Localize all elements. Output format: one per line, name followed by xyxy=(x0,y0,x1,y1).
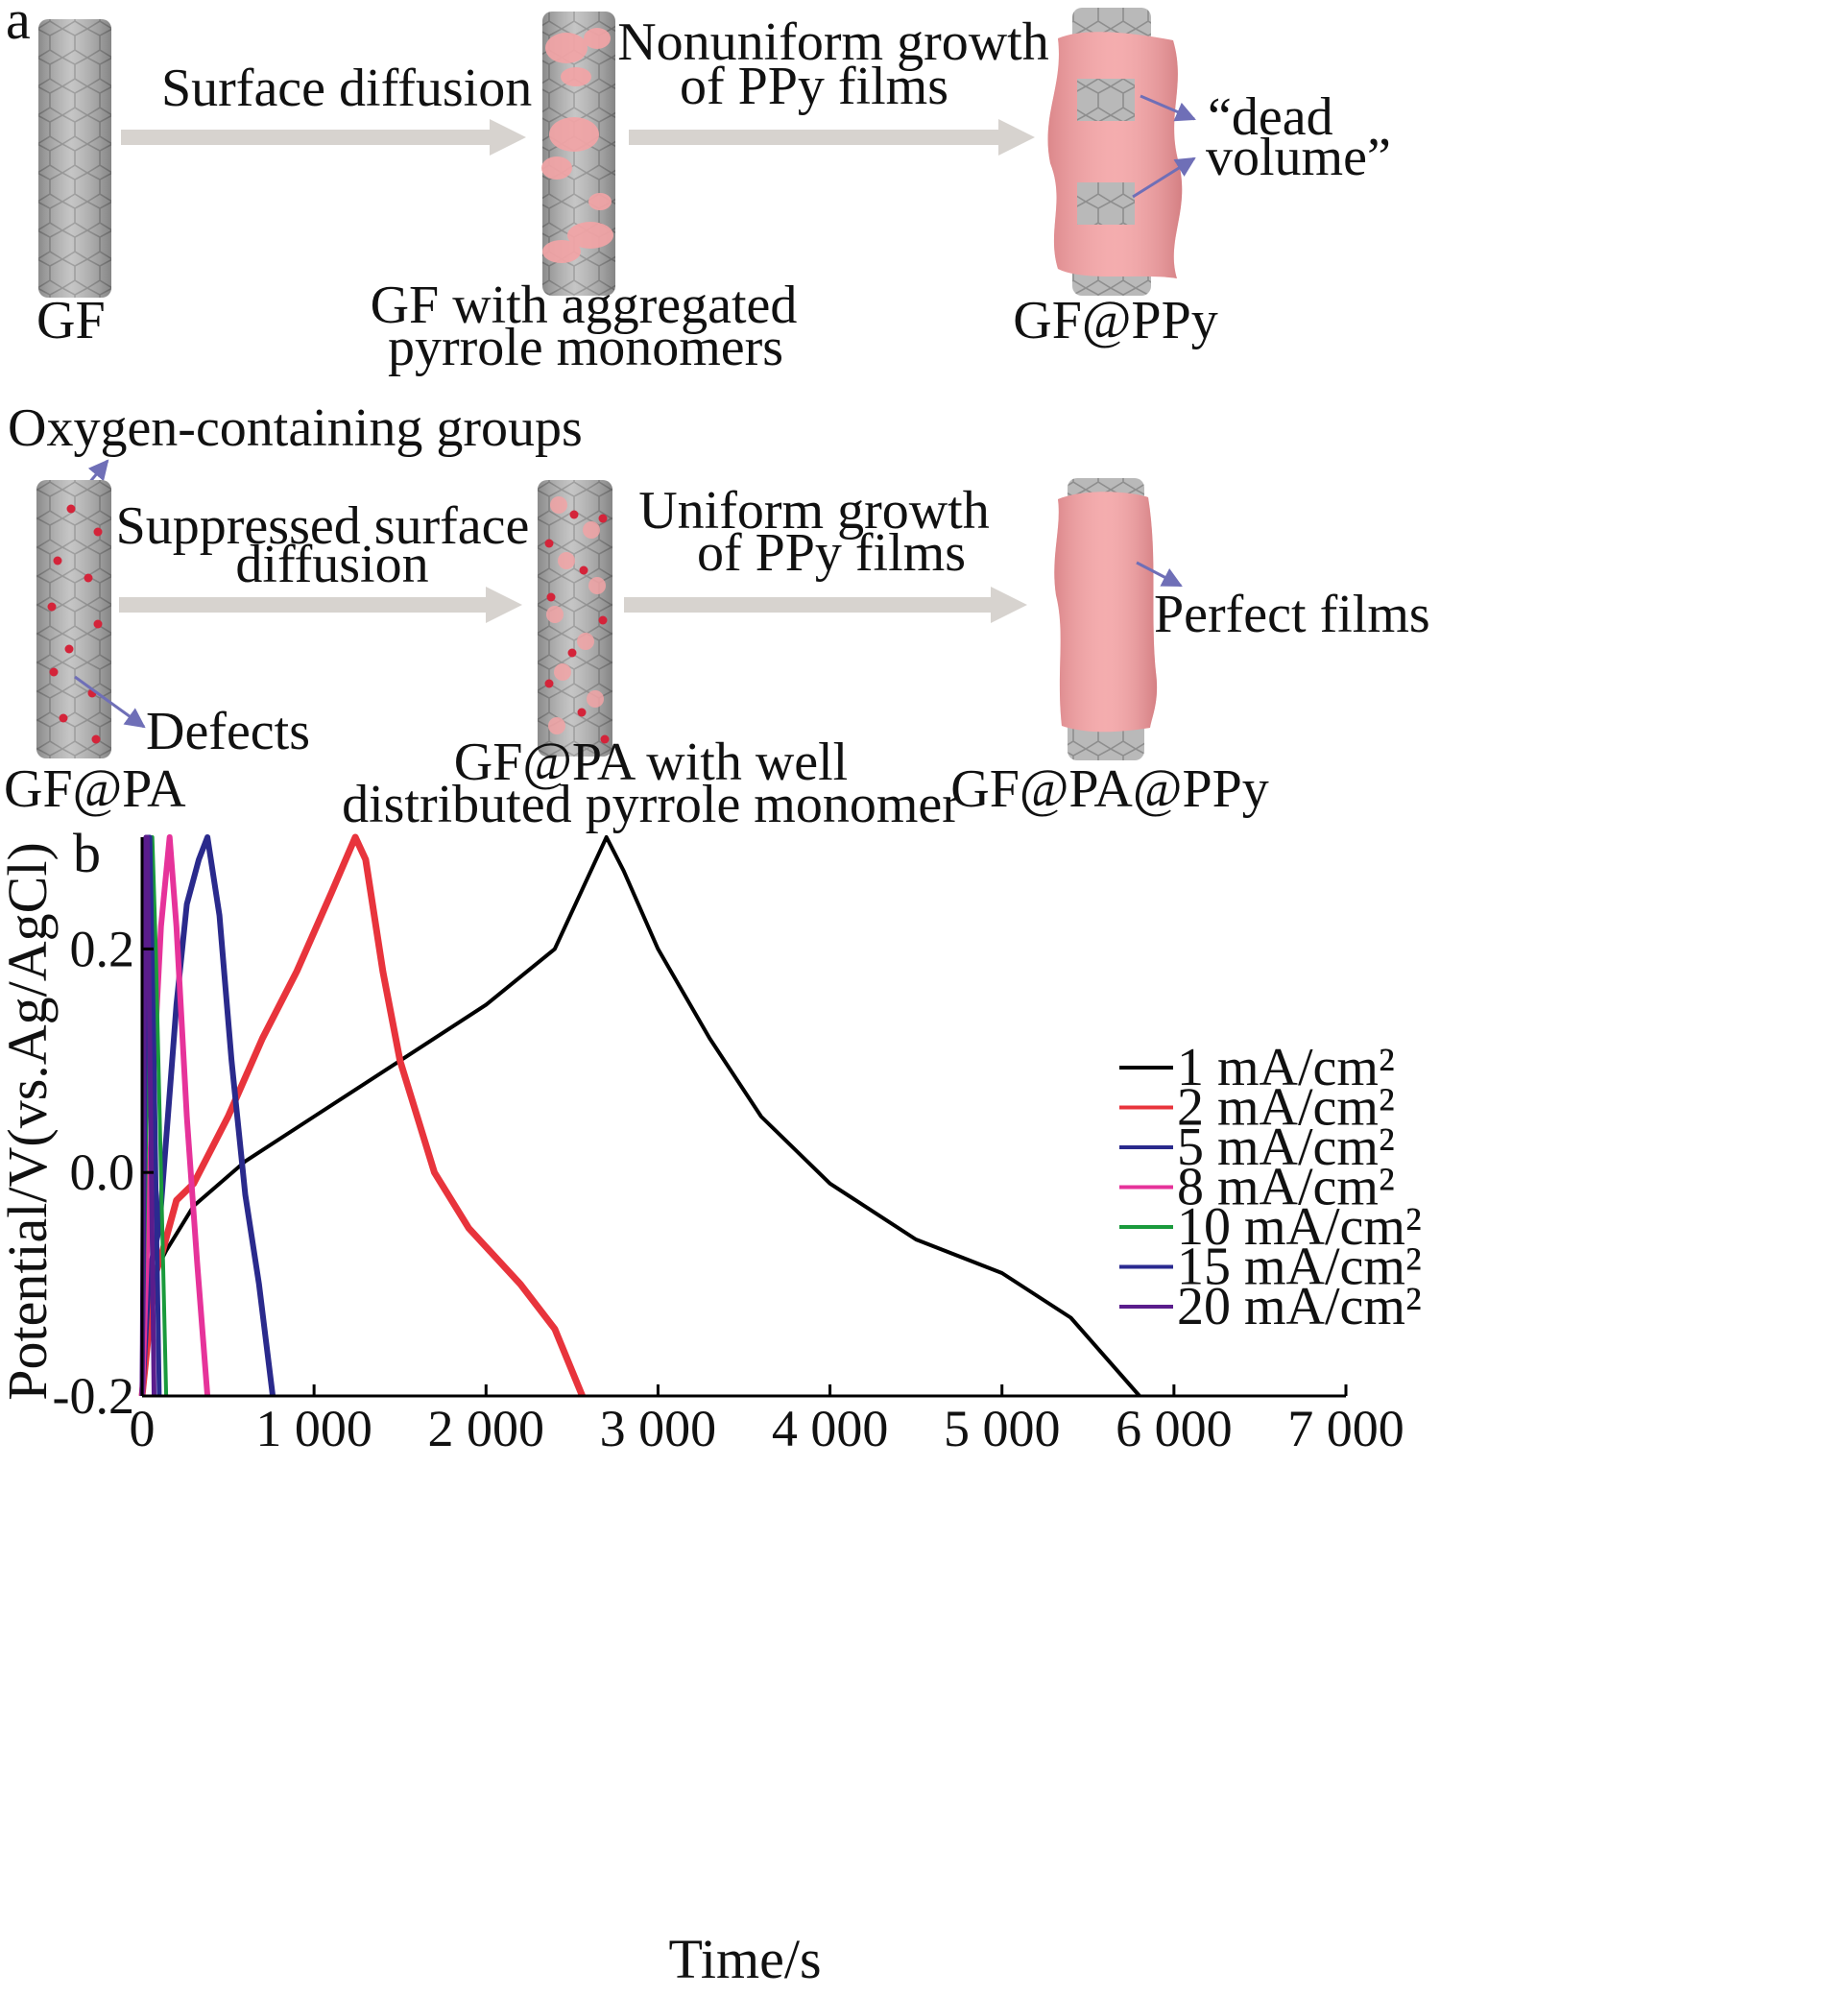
nonuniform-growth-arrow xyxy=(629,119,1035,156)
dead-volume-arrow-2 xyxy=(1132,156,1196,199)
defects-label: Defects xyxy=(146,702,310,761)
defect-dots xyxy=(47,504,103,744)
gf-ppy-label: GF@PPy xyxy=(1013,291,1217,350)
uniform-growth-label-line-1: Uniform growth xyxy=(638,481,990,541)
dead-volume-arrow-1 xyxy=(1140,94,1196,122)
panel-a-label: a xyxy=(6,0,31,51)
gf-aggregated-label-line-2: pyrrole monomers xyxy=(388,318,783,377)
gf-pa-distributed-label-line-2: distributed pyrrole monomer xyxy=(342,775,960,834)
distributed-defect-dots xyxy=(544,510,610,744)
uniform-growth-arrow xyxy=(624,587,1027,623)
panel-b: b 0 1 000 2 000 3 000 4 000 5 000 6 000 7 000 -… xyxy=(0,822,1422,1990)
suppressed-diffusion-label-line-1: Suppressed surface xyxy=(116,496,530,556)
gf-aggregated-label-line-1: GF with aggregated xyxy=(371,276,798,335)
y-tick-label: 0.2 xyxy=(70,920,135,977)
oxygen-groups-label: Oxygen-containing groups xyxy=(8,398,583,458)
nonuniform-growth-label-line-1: Nonuniform growth xyxy=(617,12,1049,72)
defects-arrow xyxy=(74,675,146,729)
gf-aggregated-fiber xyxy=(541,12,615,296)
legend-entry: 10 mA/cm² xyxy=(1177,1197,1422,1257)
suppressed-diffusion-arrow xyxy=(119,587,522,623)
y-tick-label: -0.2 xyxy=(53,1367,134,1425)
series-line-0 xyxy=(140,835,1141,1398)
gf-fiber xyxy=(38,19,111,298)
gf-pa-fiber xyxy=(36,480,111,758)
uniform-growth-label-line-2: of PPy films xyxy=(697,523,966,583)
x-ticks: 0 1 000 2 000 3 000 4 000 5 000 6 000 7 000 xyxy=(130,1384,1404,1457)
x-tick-label: 2 000 xyxy=(428,1400,545,1457)
gf-pa-ppy-label: GF@PA@PPy xyxy=(950,759,1268,819)
x-tick-label: 7 000 xyxy=(1287,1400,1404,1457)
aggregated-monomer-patches xyxy=(541,28,613,263)
legend-entry: 2 mA/cm² xyxy=(1177,1078,1395,1138)
surface-diffusion-label: Surface diffusion xyxy=(161,59,532,118)
y-axis-title: Potential/V(vs.Ag/AgCl) xyxy=(0,842,59,1401)
row-2: Oxygen-containing groups Defects GF@PA xyxy=(4,398,1430,834)
legend-entry: 5 mA/cm² xyxy=(1177,1118,1395,1177)
x-tick-label: 5 000 xyxy=(944,1400,1061,1457)
suppressed-diffusion-label-line-2: diffusion xyxy=(235,535,428,594)
dead-volume-label-line-2: volume” xyxy=(1206,128,1391,187)
gf-ppy-fiber xyxy=(1047,8,1183,296)
x-tick-label: 6 000 xyxy=(1116,1400,1233,1457)
gcd-plot: 0 1 000 2 000 3 000 4 000 5 000 6 000 7 000 -0.… xyxy=(0,833,1422,1990)
series-line-2 xyxy=(139,834,276,1397)
perfect-films-arrow xyxy=(1136,561,1183,588)
panel-a: a GF Surface diffusion xyxy=(4,0,1430,834)
surface-diffusion-arrow xyxy=(121,119,526,156)
series-line-1 xyxy=(138,833,586,1398)
perfect-films-label: Perfect films xyxy=(1154,585,1430,644)
series-layer xyxy=(138,833,1141,1398)
gf-pa-label: GF@PA xyxy=(4,759,186,819)
gf-pa-distributed-fiber xyxy=(538,480,612,757)
y-tick-label: 0.0 xyxy=(70,1143,135,1201)
panel-b-label: b xyxy=(73,822,101,884)
x-tick-label: 0 xyxy=(130,1400,156,1457)
dead-volume-label-line-1: “dead xyxy=(1208,87,1333,147)
x-tick-label: 3 000 xyxy=(600,1400,717,1457)
gf-label: GF xyxy=(36,291,106,350)
distributed-monomers xyxy=(546,496,606,734)
legend-entry: 20 mA/cm² xyxy=(1177,1277,1422,1336)
legend-entry: 15 mA/cm² xyxy=(1177,1238,1422,1297)
gf-pa-distributed-label-line-1: GF@PA with well xyxy=(454,733,848,792)
legend-entry: 1 mA/cm² xyxy=(1177,1038,1395,1097)
row-1: GF Surface diffusion xyxy=(36,8,1391,377)
x-tick-label: 4 000 xyxy=(772,1400,889,1457)
legend-entry: 8 mA/cm² xyxy=(1177,1158,1395,1217)
x-axis-title: Time/s xyxy=(668,1928,821,1990)
nonuniform-growth-label-line-2: of PPy films xyxy=(680,57,948,116)
gf-pa-ppy-fiber xyxy=(1054,478,1158,760)
x-tick-label: 1 000 xyxy=(255,1400,372,1457)
y-ticks: -0.2 0.0 0.2 xyxy=(53,920,154,1425)
